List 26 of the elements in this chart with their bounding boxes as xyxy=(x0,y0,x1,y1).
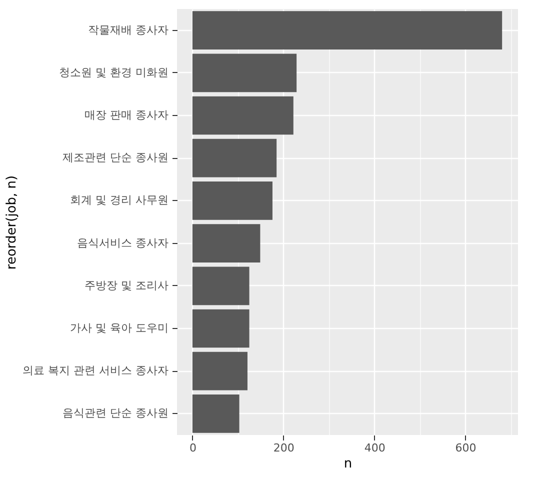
bar xyxy=(192,309,250,348)
bar xyxy=(192,54,297,92)
bar xyxy=(192,352,248,390)
y-axis-title: reorder(job, n) xyxy=(4,175,20,270)
bar xyxy=(192,182,272,220)
bar xyxy=(192,138,277,178)
bar xyxy=(192,394,240,433)
bar xyxy=(192,224,260,262)
bar xyxy=(192,96,294,135)
y-tick-label: 제조관련 단순 종사원 xyxy=(62,151,168,164)
y-tick-label: 회계 및 경리 사무원 xyxy=(70,194,168,207)
y-tick-label: 청소원 및 환경 미화원 xyxy=(59,66,168,79)
y-tick-label: 음식관련 단순 종사원 xyxy=(62,406,168,420)
y-tick-label: 매장 판매 종사자 xyxy=(84,108,168,122)
x-tick-label: 200 xyxy=(273,442,294,454)
y-tick-label: 가사 및 육아 도우미 xyxy=(70,322,168,334)
bar xyxy=(192,11,502,50)
bar xyxy=(192,266,250,306)
x-tick-label: 400 xyxy=(364,442,386,454)
x-tick-label: 600 xyxy=(455,442,476,454)
x-axis-title: n xyxy=(344,456,352,472)
y-tick-label: 의료 복지 관련 서비스 종사자 xyxy=(22,364,168,378)
y-tick-label: 주방장 및 조리사 xyxy=(84,278,168,292)
y-tick-label: 작물재배 종사자 xyxy=(88,23,168,36)
x-tick-label: 0 xyxy=(189,442,196,454)
y-tick-label: 음식서비스 종사자 xyxy=(77,236,168,250)
